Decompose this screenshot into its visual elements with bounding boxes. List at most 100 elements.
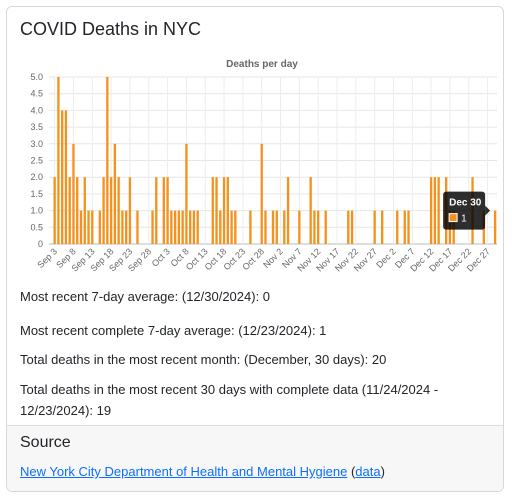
bar[interactable] — [264, 210, 267, 244]
bar[interactable] — [298, 210, 301, 244]
bar[interactable] — [61, 110, 64, 245]
y-tick-label: 3.0 — [30, 139, 43, 149]
x-tick-label: Oct 28 — [240, 246, 266, 272]
bar[interactable] — [286, 177, 290, 244]
bar[interactable] — [170, 210, 173, 244]
bar[interactable] — [324, 210, 327, 244]
source-links: New York City Department of Health and M… — [20, 464, 385, 479]
card-footer: Source New York City Department of Healt… — [7, 425, 503, 491]
bar[interactable] — [234, 210, 237, 244]
bar[interactable] — [98, 210, 101, 244]
bar[interactable] — [125, 210, 128, 244]
bar[interactable] — [437, 177, 440, 244]
x-tick-label: Nov 2 — [261, 246, 285, 270]
health-department-link[interactable]: New York City Department of Health and M… — [20, 464, 348, 479]
bar[interactable] — [317, 210, 320, 244]
bar[interactable] — [230, 210, 233, 244]
y-tick-label: 2.5 — [30, 156, 43, 166]
bar[interactable] — [192, 210, 196, 244]
bar[interactable] — [313, 210, 316, 244]
bar[interactable] — [162, 177, 165, 244]
stat-month-total: Total deaths in the most recent month: (… — [20, 352, 387, 367]
bar[interactable] — [381, 210, 384, 244]
stat-7day-recent: Most recent 7-day average: (12/30/2024):… — [20, 289, 271, 304]
bar[interactable] — [271, 210, 275, 244]
bar[interactable] — [91, 210, 94, 244]
y-tick-label: 2.0 — [30, 172, 43, 182]
bar[interactable] — [57, 77, 60, 244]
bar[interactable] — [102, 177, 105, 244]
bar[interactable] — [68, 177, 71, 244]
y-tick-label: 1.5 — [30, 189, 43, 199]
x-tick-label: Sep 3 — [35, 246, 59, 270]
deaths-per-day-chart: 0 0.5 1.0 1.5 2.0 2.5 3.0 3.5 4.0 4.5 5.0 Sep 3Sep… — [30, 59, 497, 274]
data-link[interactable]: data — [355, 464, 381, 479]
bar[interactable] — [407, 210, 410, 244]
y-tick-label: 4.5 — [30, 89, 43, 99]
y-axis-ticks: 0 0.5 1.0 1.5 2.0 2.5 3.0 3.5 4.0 4.5 5.0 — [30, 72, 43, 249]
bar[interactable] — [403, 210, 406, 244]
y-tick-label: 0 — [38, 239, 43, 249]
bar[interactable] — [433, 177, 437, 244]
y-tick-label: 3.5 — [30, 122, 43, 132]
bar[interactable] — [109, 177, 113, 244]
bar[interactable] — [189, 210, 192, 244]
bar[interactable] — [373, 210, 376, 244]
paren-open: ( — [347, 464, 356, 479]
bar[interactable] — [181, 210, 184, 244]
bar[interactable] — [79, 210, 83, 244]
bar[interactable] — [53, 177, 56, 244]
x-tick-label: Dec 2 — [374, 246, 398, 270]
card-title: COVID Deaths in NYC — [20, 19, 202, 39]
bar[interactable] — [222, 177, 226, 244]
bar[interactable] — [136, 210, 139, 244]
bar[interactable] — [117, 177, 120, 244]
bar[interactable] — [185, 143, 188, 244]
bar[interactable] — [347, 210, 350, 244]
bar[interactable] — [76, 177, 79, 244]
bar[interactable] — [211, 177, 214, 244]
y-tick-label: 0.5 — [30, 222, 43, 232]
tooltip-swatch — [448, 213, 458, 223]
tooltip-arrow — [485, 205, 491, 216]
card-body: COVID Deaths in NYC 0 0.5 1.0 1.5 2.0 2.5 3.0 3… — [7, 7, 503, 425]
chart-bars — [53, 77, 497, 245]
bar[interactable] — [128, 177, 132, 244]
bar[interactable] — [113, 143, 117, 244]
chart-title: Deaths per day — [226, 59, 298, 70]
bar[interactable] — [396, 210, 399, 244]
bar[interactable] — [219, 210, 222, 244]
bar[interactable] — [493, 210, 497, 244]
bar[interactable] — [166, 177, 169, 244]
bar[interactable] — [173, 210, 177, 244]
bar[interactable] — [121, 210, 124, 244]
stat-7day-complete: Most recent complete 7-day average: (12/… — [20, 323, 327, 338]
bar[interactable] — [151, 210, 154, 244]
x-tick-label: Oct 3 — [150, 246, 172, 268]
bar[interactable] — [283, 210, 286, 244]
bar[interactable] — [350, 210, 354, 244]
bar[interactable] — [177, 210, 181, 244]
bar[interactable] — [260, 143, 263, 244]
bar[interactable] — [87, 210, 90, 244]
source-heading: Source — [20, 434, 71, 451]
y-tick-label: 1.0 — [30, 206, 43, 216]
bar[interactable] — [215, 177, 218, 244]
bar[interactable] — [83, 177, 86, 244]
bar[interactable] — [196, 210, 199, 244]
bar[interactable] — [155, 177, 158, 244]
tooltip-date: Dec 30 — [449, 198, 482, 209]
bar[interactable] — [226, 177, 229, 244]
bar[interactable] — [275, 210, 278, 244]
bar[interactable] — [309, 177, 312, 244]
bar[interactable] — [106, 77, 109, 244]
bar[interactable] — [249, 210, 252, 244]
tooltip-value: 1 — [461, 214, 467, 225]
covid-card: COVID Deaths in NYC 0 0.5 1.0 1.5 2.0 2.5 3.0 3… — [6, 6, 504, 492]
bar[interactable] — [64, 110, 68, 245]
y-tick-label: 4.0 — [30, 105, 43, 115]
bar[interactable] — [429, 177, 433, 244]
bar[interactable] — [72, 143, 75, 244]
paren-close: ) — [380, 464, 385, 479]
